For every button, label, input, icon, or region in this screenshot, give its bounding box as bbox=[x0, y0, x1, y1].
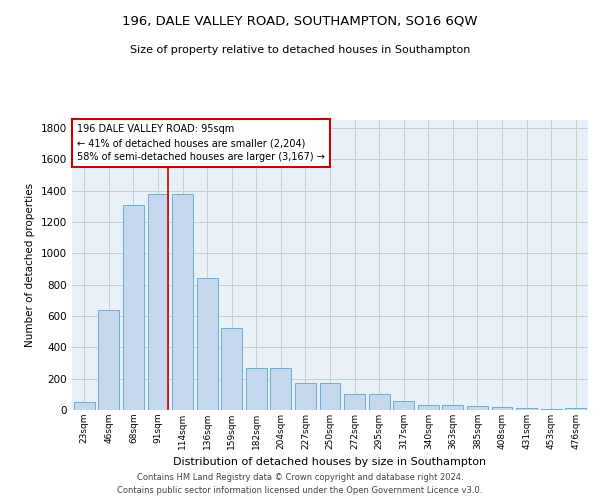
Bar bbox=[393, 400, 414, 410]
Text: 196, DALE VALLEY ROAD, SOUTHAMPTON, SO16 6QW: 196, DALE VALLEY ROAD, SOUTHAMPTON, SO16… bbox=[122, 15, 478, 28]
Bar bbox=[442, 404, 463, 410]
Bar bbox=[516, 408, 537, 410]
Bar bbox=[344, 394, 365, 410]
Bar bbox=[491, 407, 512, 410]
Bar bbox=[172, 194, 193, 410]
Bar bbox=[541, 408, 562, 410]
Bar bbox=[565, 408, 586, 410]
Bar bbox=[320, 382, 340, 410]
Bar bbox=[74, 402, 95, 410]
Bar bbox=[368, 394, 389, 410]
Bar bbox=[271, 368, 292, 410]
Bar bbox=[123, 206, 144, 410]
X-axis label: Distribution of detached houses by size in Southampton: Distribution of detached houses by size … bbox=[173, 458, 487, 468]
Text: 196 DALE VALLEY ROAD: 95sqm
← 41% of detached houses are smaller (2,204)
58% of : 196 DALE VALLEY ROAD: 95sqm ← 41% of det… bbox=[77, 124, 325, 162]
Y-axis label: Number of detached properties: Number of detached properties bbox=[25, 183, 35, 347]
Bar bbox=[221, 328, 242, 410]
Text: Size of property relative to detached houses in Southampton: Size of property relative to detached ho… bbox=[130, 45, 470, 55]
Bar bbox=[246, 368, 267, 410]
Bar bbox=[418, 404, 439, 410]
Text: Contains HM Land Registry data © Crown copyright and database right 2024.
Contai: Contains HM Land Registry data © Crown c… bbox=[118, 474, 482, 495]
Bar bbox=[98, 310, 119, 410]
Bar bbox=[295, 382, 316, 410]
Bar bbox=[467, 406, 488, 410]
Bar bbox=[197, 278, 218, 410]
Bar bbox=[148, 194, 169, 410]
